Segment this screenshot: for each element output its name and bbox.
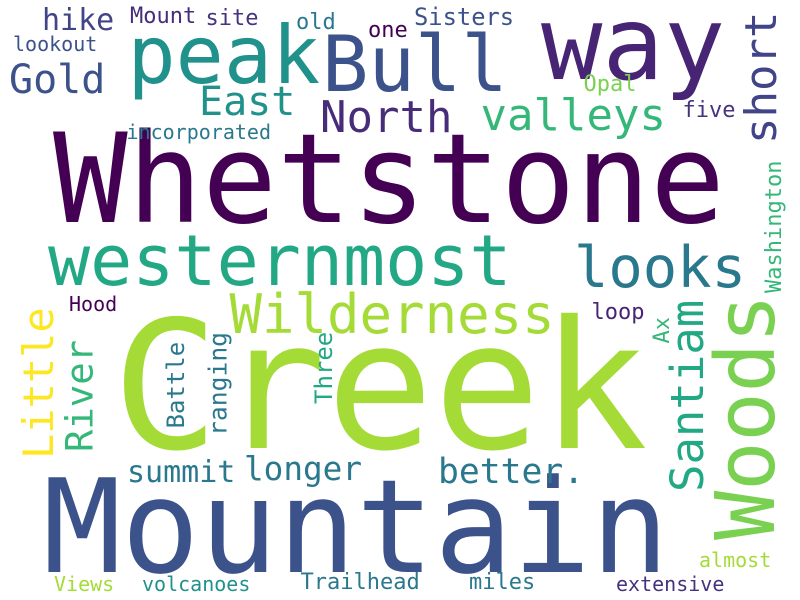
word-summit: summit [127,455,236,490]
word-valleys: valleys [480,90,666,141]
word-woods: Woods [699,294,794,540]
word-hike: hike [42,3,115,38]
word-north: North [320,92,453,143]
word-bull: Bull [322,19,508,110]
word-ax: Ax [650,317,675,344]
word-looks: looks [574,234,746,301]
word-lookout: lookout [13,32,98,56]
word-one: one [368,18,408,43]
word-battle: Battle [162,341,190,429]
word-wilderness: Wilderness [229,283,555,346]
word-gold: Gold [9,57,106,103]
word-site: site [205,6,259,31]
word-volcanoes: volcanoes [142,572,251,596]
word-washington: Washington [762,160,787,293]
word-westernmost: westernmost [48,220,512,302]
word-little: Little [14,307,63,459]
word-incorporated: incorporated [126,120,272,144]
word-east: East [199,79,296,125]
word-sisters: Sisters [414,3,515,31]
word-better: better. [438,451,585,492]
word-loop: loop [591,300,645,325]
word-trailhead: Trailhead [300,570,420,595]
word-opal: Opal [583,72,637,97]
word-three: Three [310,331,338,404]
word-miles: miles [469,570,536,595]
word-river: River [57,340,102,452]
word-extensive: extensive [616,572,725,596]
word-way: way [541,0,726,104]
word-peak: peak [127,9,321,102]
word-almost: almost [699,548,772,572]
word-short: short [736,11,787,144]
word-mountain: Mountain [43,451,670,600]
word-views: Views [54,572,115,596]
word-whetstone: Whetstone [53,108,725,252]
word-hood: Hood [69,292,118,316]
word-five: five [682,98,736,123]
word-old: old [296,10,336,35]
word-ranging: ranging [203,331,233,436]
word-longer: longer [244,449,363,488]
word-mount: Mount [130,4,197,29]
word-creek: Creek [112,283,648,490]
